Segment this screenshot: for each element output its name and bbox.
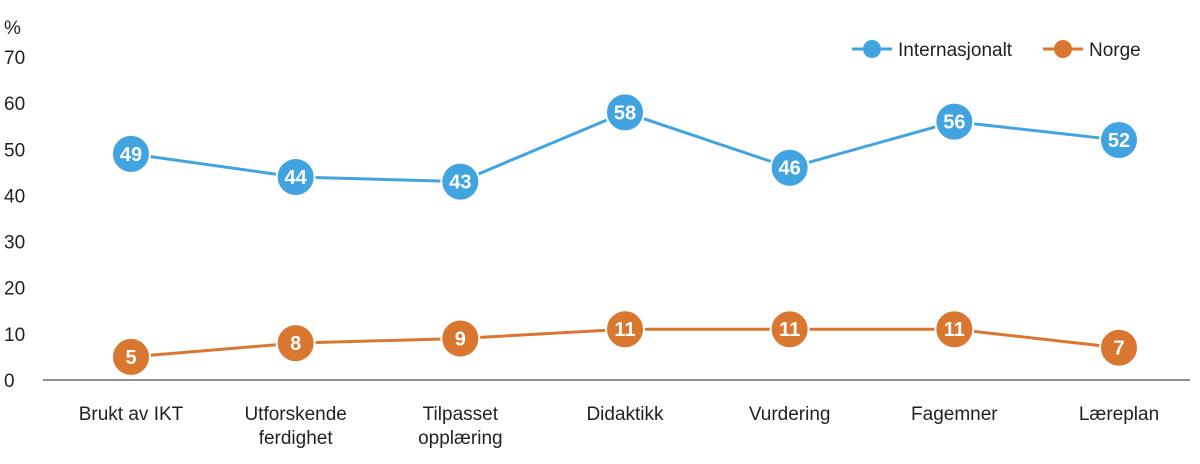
x-tick-label: Brukt av IKT <box>79 404 184 425</box>
data-point <box>605 309 645 350</box>
series-0: 49 44 43 58 46 56 52 <box>111 92 1139 202</box>
data-point <box>275 323 316 364</box>
y-tick-label: 40 <box>4 186 25 207</box>
data-label: 46 <box>779 158 801 180</box>
data-label: 58 <box>614 102 636 124</box>
legend-marker <box>863 40 881 58</box>
legend-label: Internasjonalt <box>898 40 1013 61</box>
x-tick-label-line: Tilpasset <box>423 404 499 425</box>
data-label: 9 <box>455 328 466 350</box>
data-point <box>1099 120 1139 161</box>
x-tick-label-line: ferdighet <box>259 428 334 449</box>
x-tick-label-line: Utforskende <box>244 404 346 425</box>
y-tick-label: 60 <box>4 94 25 115</box>
data-point <box>275 156 316 197</box>
y-axis-unit: % <box>4 18 21 39</box>
x-tick-label-line: opplæring <box>418 428 503 449</box>
data-point <box>111 336 151 377</box>
x-tick-label: Utforskende ferdighet <box>244 404 346 449</box>
x-tick-label-line: Vurdering <box>749 404 831 425</box>
y-tick-label: 0 <box>4 371 15 392</box>
x-tick-label-line: Læreplan <box>1079 404 1159 425</box>
data-label: 5 <box>125 347 136 369</box>
y-tick-label: 20 <box>4 279 25 300</box>
data-label: 52 <box>1108 130 1130 152</box>
data-point <box>934 101 975 142</box>
data-point <box>111 133 151 174</box>
x-tick-label: Fagemner <box>911 404 998 425</box>
data-label: 11 <box>944 319 965 341</box>
series-1: 5 8 9 11 11 11 7 <box>111 309 1139 377</box>
x-tick-label-line: Brukt av IKT <box>79 404 184 425</box>
data-point <box>1099 327 1139 368</box>
x-tick-label-line: Fagemner <box>911 404 998 425</box>
data-label: 11 <box>779 319 800 341</box>
x-axis-labels: Brukt av IKT Utforskende ferdighet Tilpasse… <box>79 404 1159 449</box>
y-tick-label: 50 <box>4 140 25 161</box>
data-point <box>769 309 810 350</box>
data-label: 56 <box>943 112 965 134</box>
y-tick-label: 70 <box>4 48 25 69</box>
data-point <box>769 147 810 188</box>
x-tick-label: Tilpasset opplæring <box>418 404 503 449</box>
legend-label: Norge <box>1089 40 1141 61</box>
x-tick-label: Didaktikk <box>586 404 664 425</box>
data-label: 8 <box>290 333 301 355</box>
y-axis-ticks: 0 10 20 30 40 50 60 70 <box>4 48 25 392</box>
y-tick-label: 10 <box>4 325 25 346</box>
x-tick-label: Vurdering <box>749 404 831 425</box>
legend: Internasjonalt Norge <box>852 40 1141 61</box>
data-label: 43 <box>449 172 471 194</box>
data-label: 49 <box>120 144 142 166</box>
data-point <box>440 318 481 359</box>
data-point <box>605 92 645 133</box>
data-point <box>440 161 481 202</box>
data-label: 11 <box>614 319 635 341</box>
data-label: 7 <box>1113 338 1124 360</box>
y-tick-label: 30 <box>4 233 25 254</box>
data-label: 44 <box>285 167 308 189</box>
legend-marker <box>1054 40 1072 58</box>
data-point <box>934 309 975 350</box>
x-tick-label: Læreplan <box>1079 404 1159 425</box>
x-tick-label-line: Didaktikk <box>586 404 664 425</box>
